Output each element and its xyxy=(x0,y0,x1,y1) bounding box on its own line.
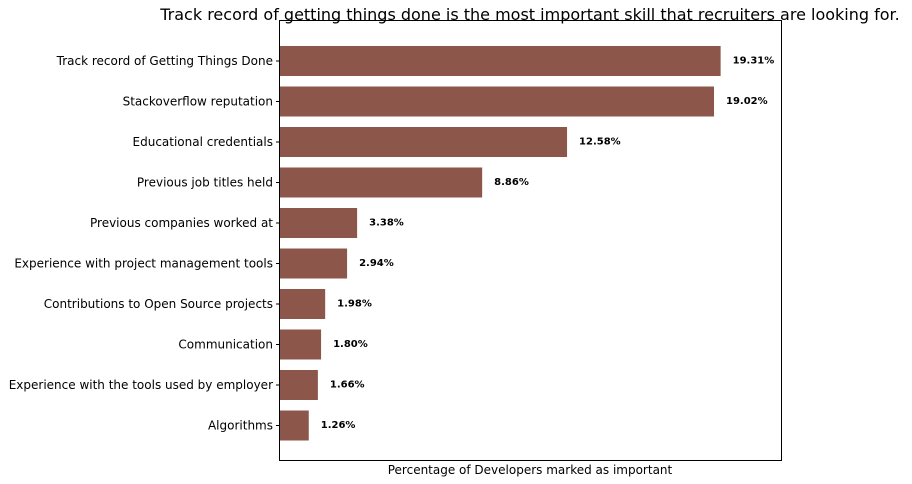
value-labels: 19.31% 19.02% 12.58% 8.86% 3.38% 2.94% 1.98% 1.… xyxy=(321,56,775,432)
bar xyxy=(280,329,322,360)
bar xyxy=(280,208,358,238)
category-label: Experience with project management tools xyxy=(14,257,273,271)
value-label: 19.02% xyxy=(726,96,768,107)
category-labels: Track record of Getting Things Done Stack… xyxy=(9,54,274,433)
chart-title: Track record of getting things done is t… xyxy=(159,5,899,24)
category-label: Previous job titles held xyxy=(137,176,273,190)
category-label: Contributions to Open Source projects xyxy=(44,297,273,311)
value-label: 1.26% xyxy=(321,420,356,431)
bar xyxy=(280,86,715,117)
value-label: 8.86% xyxy=(494,177,529,188)
value-label: 1.80% xyxy=(333,339,368,350)
category-label: Track record of Getting Things Done xyxy=(56,54,273,68)
category-label: Algorithms xyxy=(208,419,273,433)
value-label: 1.66% xyxy=(330,380,365,391)
bar xyxy=(280,127,568,157)
value-label: 19.31% xyxy=(733,56,775,67)
x-axis-label: Percentage of Developers marked as impor… xyxy=(388,463,673,477)
category-label: Communication xyxy=(178,338,273,352)
plot-frame xyxy=(279,20,782,461)
bar xyxy=(280,410,309,441)
bar xyxy=(280,248,348,279)
category-label: Stackoverflow reputation xyxy=(123,95,273,109)
bar xyxy=(280,289,326,319)
bar xyxy=(280,167,483,198)
value-label: 3.38% xyxy=(369,218,404,229)
category-label: Educational credentials xyxy=(133,135,273,149)
bar xyxy=(280,370,318,400)
category-label: Experience with the tools used by employ… xyxy=(9,378,273,392)
category-label: Previous companies worked at xyxy=(90,216,273,230)
value-label: 2.94% xyxy=(359,258,394,269)
bars-layer xyxy=(280,46,721,441)
bar xyxy=(280,46,721,76)
y-ticks xyxy=(276,60,280,426)
value-label: 1.98% xyxy=(337,299,372,310)
value-label: 12.58% xyxy=(579,137,621,148)
